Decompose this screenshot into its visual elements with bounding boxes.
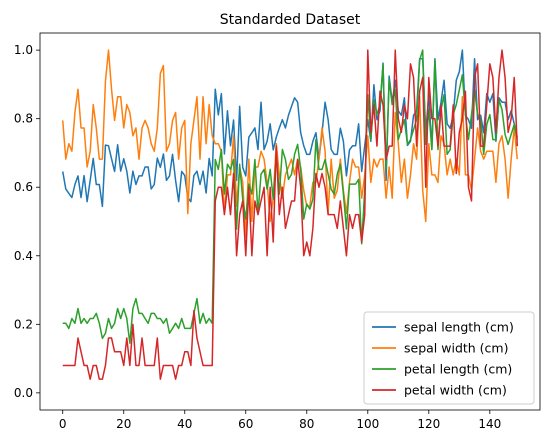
legend-label: sepal width (cm)	[404, 341, 508, 356]
x-tick-label: 100	[356, 417, 379, 431]
x-tick-label: 20	[116, 417, 131, 431]
legend-label: petal length (cm)	[404, 362, 512, 377]
series-line-petal-length-cm	[62, 49, 519, 344]
legend-label: sepal length (cm)	[404, 320, 514, 335]
series-line-sepal-width-cm	[61, 49, 519, 238]
legend-box	[363, 311, 535, 405]
y-tick-label: 0.2	[14, 317, 33, 331]
legend-label: petal width (cm)	[404, 383, 507, 398]
x-axis: 0 20 40 60 80 100 120 140	[59, 410, 501, 431]
x-tick-label: 60	[238, 417, 253, 431]
y-tick-label: 0.6	[14, 180, 33, 194]
y-tick-label: 0.4	[14, 249, 33, 263]
x-tick-label: 0	[59, 417, 67, 431]
y-axis: 0.0 0.2 0.4 0.6 0.8 1.0	[14, 43, 40, 400]
chart-title: Standarded Dataset	[220, 12, 361, 28]
series-line-sepal-length-cm	[61, 49, 519, 208]
x-tick-label: 140	[478, 417, 501, 431]
plot-area	[61, 49, 519, 380]
x-tick-label: 80	[299, 417, 314, 431]
x-tick-label: 120	[417, 417, 440, 431]
x-tick-label: 40	[177, 417, 192, 431]
y-tick-label: 0.0	[14, 386, 33, 400]
axes-frame	[39, 32, 541, 411]
y-tick-label: 0.8	[14, 112, 33, 126]
legend: sepal length (cm) sepal width (cm) petal l…	[363, 311, 535, 405]
y-tick-label: 1.0	[14, 43, 33, 57]
series-line-petal-width-cm	[62, 49, 519, 380]
